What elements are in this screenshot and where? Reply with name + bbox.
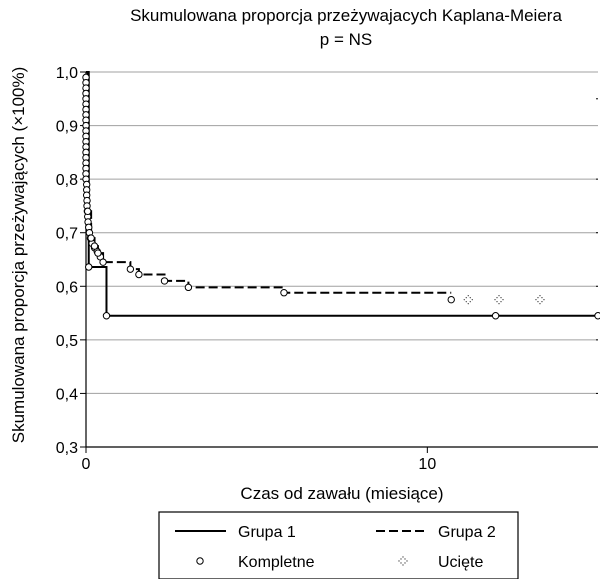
legend: Grupa 1 Grupa 2 Kompletne Ucięte (158, 511, 519, 579)
censored-dot (471, 298, 473, 301)
x-tick-label: 0 (82, 456, 91, 473)
x-axis-title: Czas od zawału (miesiące) (240, 484, 443, 503)
legend-label-grupa-2: Grupa 2 (438, 524, 496, 541)
censored-dot (537, 300, 539, 303)
censored-dot (402, 564, 404, 566)
censored-dot (467, 302, 469, 305)
censored-dot (406, 560, 408, 562)
censored-dot (465, 296, 467, 299)
censored-dot (543, 298, 545, 301)
censored-dot (398, 560, 400, 562)
censored-dot (467, 294, 469, 297)
complete-event-marker (87, 234, 95, 242)
complete-event-marker (594, 312, 600, 320)
complete-event-marker (85, 263, 93, 271)
y-tick-label: 0,8 (56, 172, 78, 189)
y-tick-label: 0,3 (56, 440, 78, 457)
x-tick-labels: 0 10 (82, 456, 437, 473)
y-tick-label: 0,4 (56, 386, 78, 403)
censored-marker (535, 294, 545, 305)
marker-layer (82, 73, 600, 320)
censored-dot (402, 556, 404, 558)
complete-event-marker (447, 295, 455, 304)
complete-event-marker (84, 207, 92, 215)
censored-dot (469, 296, 471, 299)
legend-label-uciete: Ucięte (438, 554, 483, 571)
censored-dot (400, 558, 402, 560)
legend-label-kompletne: Kompletne (238, 554, 315, 571)
legend-swatch-uciete (398, 556, 408, 566)
censored-marker (494, 294, 504, 305)
censored-dot (496, 300, 498, 303)
complete-event-marker (126, 265, 135, 273)
censored-dot (404, 558, 406, 560)
y-tick-label: 0,7 (56, 226, 78, 243)
legend-label-grupa-1: Grupa 1 (238, 524, 296, 541)
censored-dot (469, 300, 471, 303)
x-tick-label: 10 (418, 456, 436, 473)
censored-dot (500, 300, 502, 303)
complete-event-marker (280, 289, 288, 297)
censored-dot (537, 296, 539, 299)
complete-event-marker (160, 277, 169, 285)
censored-marker (463, 294, 473, 305)
censored-dot (400, 562, 402, 564)
censored-dot (404, 562, 406, 564)
censored-dot (500, 296, 502, 299)
complete-event-marker (90, 242, 99, 250)
complete-event-marker (135, 270, 143, 279)
y-tick-labels: 0,3 0,4 0,5 0,6 0,7 0,8 0,9 1,0 (56, 65, 78, 457)
censored-dot (498, 294, 500, 297)
legend-censored-glyph (398, 556, 408, 566)
y-tick-label: 0,6 (56, 279, 78, 296)
axes (80, 71, 598, 453)
censored-dot (535, 298, 537, 301)
censored-dot (496, 296, 498, 299)
complete-event-marker (491, 312, 500, 320)
y-tick-label: 0,5 (56, 333, 78, 350)
y-tick-label: 1,0 (56, 65, 78, 82)
chart-title-line1: Skumulowana proporcja przeżywajacych Kap… (130, 6, 562, 25)
series-line-grupa-2 (86, 71, 452, 294)
censored-dot (498, 302, 500, 305)
censored-dot (465, 300, 467, 303)
censored-dot (502, 298, 504, 301)
y-axis-title: Skumulowana proporcja przeżywających (×1… (9, 67, 28, 444)
complete-event-marker (99, 258, 107, 266)
y-tick-label: 0,9 (56, 119, 78, 136)
censored-dot (539, 294, 541, 297)
complete-event-marker (102, 312, 111, 320)
chart-title-line2: p = NS (320, 30, 372, 49)
censored-dot (541, 296, 543, 299)
complete-event-marker (94, 249, 102, 257)
gridlines (86, 71, 598, 394)
complete-event-marker (184, 283, 193, 292)
legend-box (158, 511, 519, 579)
legend-swatch-kompletne (196, 557, 204, 565)
censored-dot (539, 302, 541, 305)
censored-dot (463, 298, 465, 301)
censored-dot (541, 300, 543, 303)
censored-dot (494, 298, 496, 301)
